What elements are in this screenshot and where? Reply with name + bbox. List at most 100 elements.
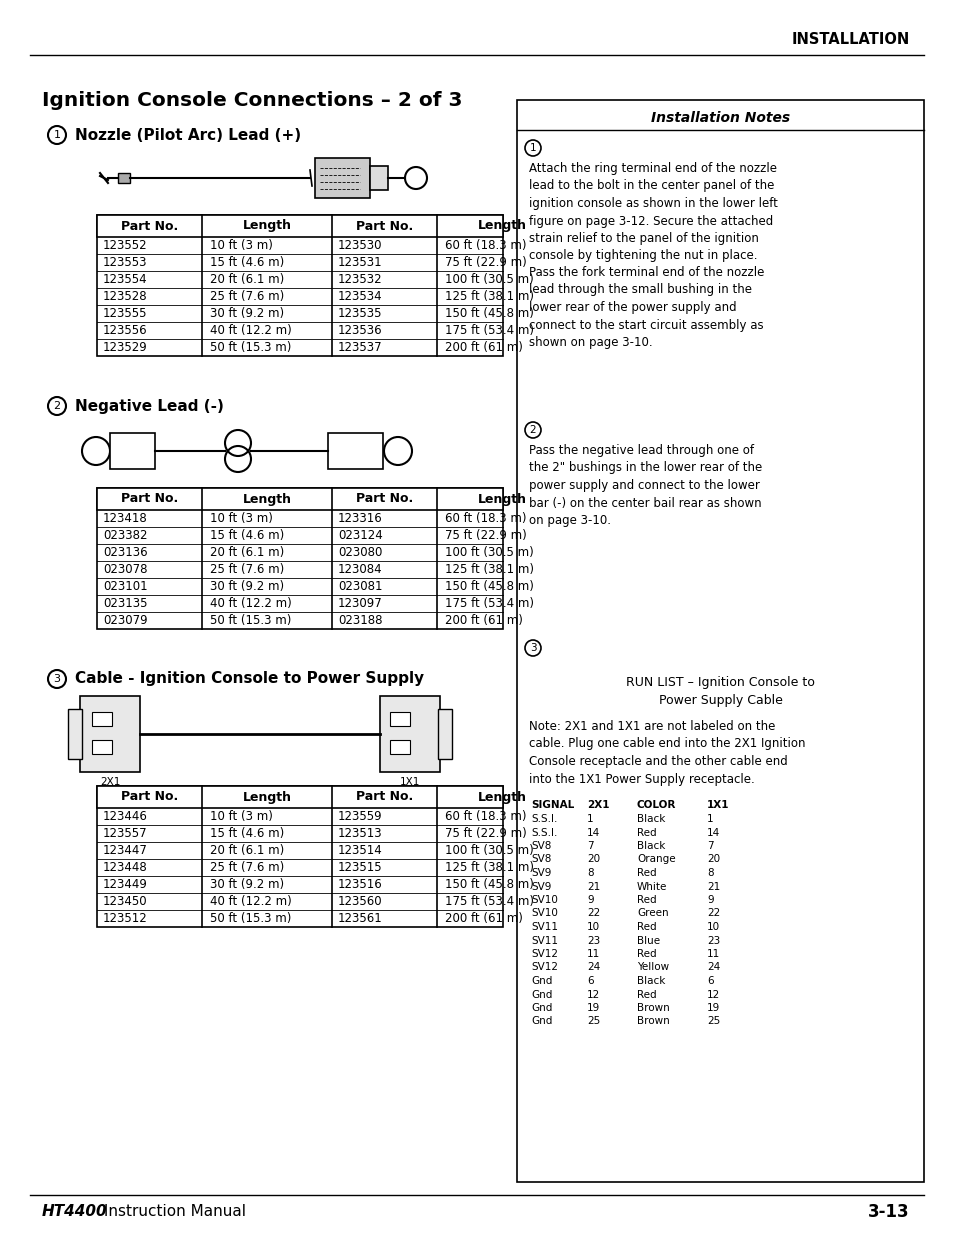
Text: Gnd: Gnd <box>531 989 552 999</box>
Text: 175 ft (53.4 m): 175 ft (53.4 m) <box>444 324 534 337</box>
Text: Green: Green <box>637 909 668 919</box>
Text: 123559: 123559 <box>337 810 382 823</box>
Text: 023188: 023188 <box>337 614 382 627</box>
Text: Pass the negative lead through one of
the 2" bushings in the lower rear of the
p: Pass the negative lead through one of th… <box>529 445 761 527</box>
Text: Gnd: Gnd <box>531 1016 552 1026</box>
Text: 123555: 123555 <box>103 308 148 320</box>
Text: Red: Red <box>637 827 656 837</box>
Text: 9: 9 <box>586 895 593 905</box>
Text: 75 ft (22.9 m): 75 ft (22.9 m) <box>444 256 526 269</box>
Text: 12: 12 <box>706 989 720 999</box>
Text: 75 ft (22.9 m): 75 ft (22.9 m) <box>444 529 526 542</box>
Text: Part No.: Part No. <box>121 493 178 505</box>
Text: 023101: 023101 <box>103 580 148 593</box>
Text: 123536: 123536 <box>337 324 382 337</box>
Text: 20 ft (6.1 m): 20 ft (6.1 m) <box>210 546 284 559</box>
Text: Length: Length <box>477 220 526 232</box>
Bar <box>91 713 112 726</box>
Text: 40 ft (12.2 m): 40 ft (12.2 m) <box>210 597 292 610</box>
Text: 10 ft (3 m): 10 ft (3 m) <box>210 513 273 525</box>
Text: 123537: 123537 <box>337 341 382 354</box>
Text: 123450: 123450 <box>103 895 148 908</box>
Text: 2: 2 <box>529 425 536 435</box>
Text: 123512: 123512 <box>103 911 148 925</box>
Text: SV9: SV9 <box>531 882 551 892</box>
Text: SV8: SV8 <box>531 841 551 851</box>
Text: 123535: 123535 <box>337 308 382 320</box>
Text: 25: 25 <box>706 1016 720 1026</box>
Text: 15 ft (4.6 m): 15 ft (4.6 m) <box>210 529 284 542</box>
Text: Length: Length <box>242 790 292 804</box>
Text: 7: 7 <box>586 841 593 851</box>
Text: HT4400: HT4400 <box>42 1204 108 1219</box>
Text: Part No.: Part No. <box>121 220 178 232</box>
Text: Length: Length <box>242 220 292 232</box>
Text: 200 ft (61 m): 200 ft (61 m) <box>444 911 522 925</box>
Text: S.S.I.: S.S.I. <box>531 814 557 824</box>
Text: 6: 6 <box>586 976 593 986</box>
Text: 123552: 123552 <box>103 240 148 252</box>
Text: 123531: 123531 <box>337 256 382 269</box>
Text: 20: 20 <box>706 855 720 864</box>
Bar <box>437 709 452 760</box>
Text: Installation Notes: Installation Notes <box>650 111 789 125</box>
Text: 20 ft (6.1 m): 20 ft (6.1 m) <box>210 273 284 287</box>
Text: 7: 7 <box>706 841 713 851</box>
Text: 50 ft (15.3 m): 50 ft (15.3 m) <box>210 341 291 354</box>
Text: 10 ft (3 m): 10 ft (3 m) <box>210 240 273 252</box>
Bar <box>118 173 130 183</box>
Text: Attach the ring terminal end of the nozzle
lead to the bolt in the center panel : Attach the ring terminal end of the nozz… <box>529 162 777 263</box>
Text: 2X1: 2X1 <box>586 800 609 810</box>
Bar <box>97 488 502 510</box>
Text: 023135: 023135 <box>103 597 148 610</box>
Text: 11: 11 <box>586 948 599 960</box>
Text: 3: 3 <box>529 643 536 653</box>
Text: Length: Length <box>242 493 292 505</box>
Text: 123418: 123418 <box>103 513 148 525</box>
Bar <box>97 785 502 927</box>
Text: Red: Red <box>637 923 656 932</box>
Text: 24: 24 <box>586 962 599 972</box>
Text: 123556: 123556 <box>103 324 148 337</box>
Text: 15 ft (4.6 m): 15 ft (4.6 m) <box>210 827 284 840</box>
Text: 1: 1 <box>529 143 536 153</box>
Text: Cable - Ignition Console to Power Supply: Cable - Ignition Console to Power Supply <box>75 672 424 687</box>
Text: 60 ft (18.3 m): 60 ft (18.3 m) <box>444 810 526 823</box>
Text: Instruction Manual: Instruction Manual <box>99 1204 246 1219</box>
Text: 12: 12 <box>586 989 599 999</box>
Bar <box>110 433 154 469</box>
Text: 3: 3 <box>53 674 60 684</box>
Text: 123514: 123514 <box>337 844 382 857</box>
Text: 3-13: 3-13 <box>867 1203 909 1221</box>
Text: Black: Black <box>637 814 664 824</box>
Text: Blue: Blue <box>637 935 659 946</box>
Text: 22: 22 <box>706 909 720 919</box>
Text: 023136: 023136 <box>103 546 148 559</box>
Text: 1: 1 <box>586 814 593 824</box>
Text: 123316: 123316 <box>337 513 382 525</box>
Text: 10: 10 <box>706 923 720 932</box>
Text: 10: 10 <box>586 923 599 932</box>
Text: 123448: 123448 <box>103 861 148 874</box>
Text: 125 ft (38.1 m): 125 ft (38.1 m) <box>444 563 534 576</box>
Text: 1X1: 1X1 <box>706 800 729 810</box>
Text: 19: 19 <box>706 1003 720 1013</box>
Text: SV11: SV11 <box>531 923 558 932</box>
Text: 125 ft (38.1 m): 125 ft (38.1 m) <box>444 290 534 303</box>
Text: 100 ft (30.5 m): 100 ft (30.5 m) <box>444 844 533 857</box>
Text: 023081: 023081 <box>337 580 382 593</box>
Text: 123532: 123532 <box>337 273 382 287</box>
Text: 23: 23 <box>586 935 599 946</box>
Text: SV10: SV10 <box>531 895 558 905</box>
Text: 40 ft (12.2 m): 40 ft (12.2 m) <box>210 895 292 908</box>
Text: 123446: 123446 <box>103 810 148 823</box>
Bar <box>379 697 439 772</box>
Text: 123553: 123553 <box>103 256 148 269</box>
Text: 150 ft (45.8 m): 150 ft (45.8 m) <box>444 308 534 320</box>
Bar <box>370 165 388 190</box>
Text: 123515: 123515 <box>337 861 382 874</box>
Text: Note: 2X1 and 1X1 are not labeled on the
cable. Plug one cable end into the 2X1 : Note: 2X1 and 1X1 are not labeled on the… <box>529 720 804 785</box>
Text: SV12: SV12 <box>531 962 558 972</box>
Text: SIGNAL: SIGNAL <box>531 800 574 810</box>
Text: 19: 19 <box>586 1003 599 1013</box>
